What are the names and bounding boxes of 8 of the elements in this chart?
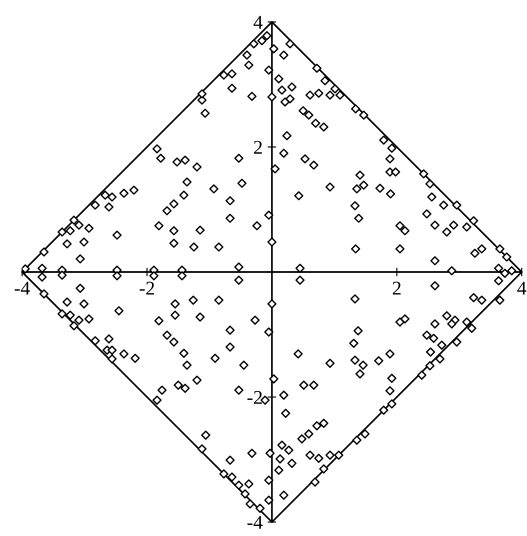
y-tick-label: 2 [254,140,262,154]
y-tick-label: -2 [247,390,262,404]
x-tick-label: -2 [140,282,154,295]
y-tick-label: 4 [254,16,263,29]
x-tick-label: 4 [517,282,526,295]
y-tick-label: -4 [247,516,263,529]
x-tick-label: 2 [392,282,401,295]
x-tick-label: -4 [14,282,30,295]
